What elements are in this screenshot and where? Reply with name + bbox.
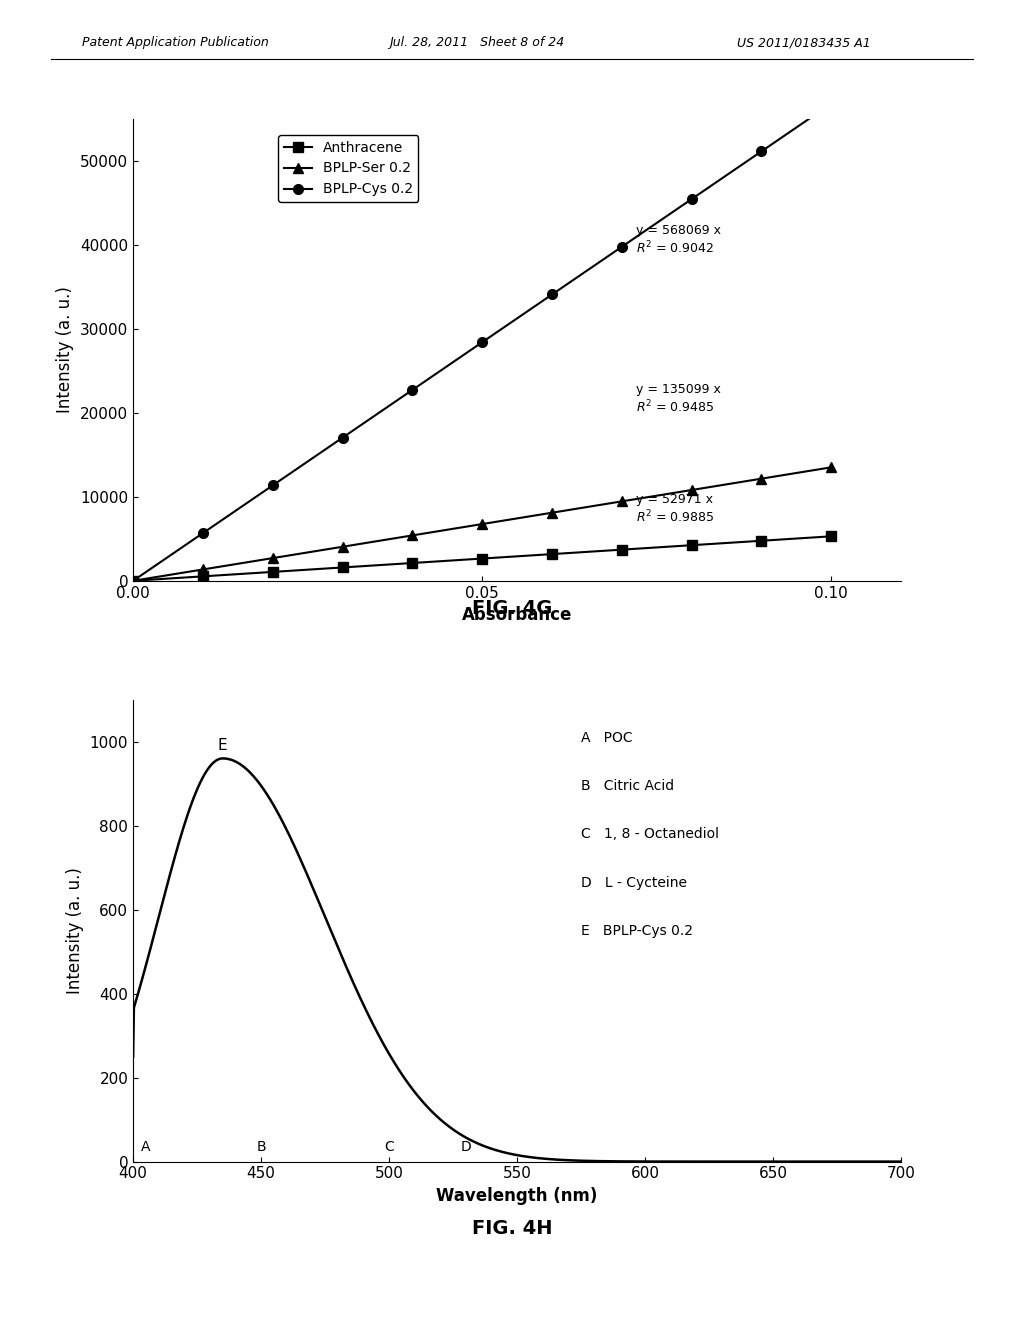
Anthracene — [407, 556, 419, 572]
BPLP-Ser 0.2 — [685, 482, 697, 498]
BPLP-Cys 0.2 — [825, 96, 838, 112]
BPLP-Ser 0.2 — [825, 459, 838, 475]
Text: A: A — [141, 1140, 151, 1154]
BPLP-Cys 0.2 — [615, 239, 628, 255]
Text: y = 135099 x
$R^2$ = 0.9485: y = 135099 x $R^2$ = 0.9485 — [636, 384, 721, 416]
Y-axis label: Intensity (a. u.): Intensity (a. u.) — [67, 867, 84, 994]
BPLP-Ser 0.2 — [476, 516, 488, 532]
BPLP-Cys 0.2 — [127, 573, 139, 589]
Text: FIG. 4G: FIG. 4G — [472, 599, 552, 618]
Anthracene — [546, 546, 558, 562]
Line: BPLP-Cys 0.2: BPLP-Cys 0.2 — [128, 99, 837, 586]
BPLP-Cys 0.2 — [407, 381, 419, 397]
BPLP-Ser 0.2 — [266, 550, 279, 566]
BPLP-Cys 0.2 — [197, 525, 209, 541]
Line: Anthracene: Anthracene — [128, 532, 837, 586]
Anthracene — [476, 550, 488, 566]
Anthracene — [337, 560, 349, 576]
Line: BPLP-Ser 0.2: BPLP-Ser 0.2 — [128, 462, 837, 586]
BPLP-Ser 0.2 — [756, 471, 768, 487]
Text: D: D — [461, 1140, 471, 1154]
BPLP-Ser 0.2 — [197, 561, 209, 577]
Text: B   Citric Acid: B Citric Acid — [582, 779, 674, 793]
Anthracene — [615, 541, 628, 557]
BPLP-Ser 0.2 — [337, 539, 349, 554]
Text: D   L - Cycteine: D L - Cycteine — [582, 875, 687, 890]
Anthracene — [685, 537, 697, 553]
X-axis label: Absorbance: Absorbance — [462, 606, 572, 624]
BPLP-Cys 0.2 — [685, 191, 697, 207]
Anthracene — [197, 569, 209, 585]
Y-axis label: Intensity (a. u.): Intensity (a. u.) — [56, 286, 75, 413]
BPLP-Cys 0.2 — [756, 144, 768, 160]
Text: US 2011/0183435 A1: US 2011/0183435 A1 — [737, 36, 871, 49]
Anthracene — [825, 528, 838, 544]
BPLP-Cys 0.2 — [266, 478, 279, 494]
BPLP-Ser 0.2 — [546, 504, 558, 520]
BPLP-Ser 0.2 — [127, 573, 139, 589]
X-axis label: Wavelength (nm): Wavelength (nm) — [436, 1187, 598, 1205]
BPLP-Cys 0.2 — [337, 430, 349, 446]
Text: FIG. 4H: FIG. 4H — [472, 1220, 552, 1238]
Text: B: B — [256, 1140, 266, 1154]
BPLP-Ser 0.2 — [407, 528, 419, 544]
Anthracene — [266, 564, 279, 579]
Text: y = 568069 x
$R^2$ = 0.9042: y = 568069 x $R^2$ = 0.9042 — [636, 224, 721, 256]
Legend: Anthracene, BPLP-Ser 0.2, BPLP-Cys 0.2: Anthracene, BPLP-Ser 0.2, BPLP-Cys 0.2 — [279, 135, 419, 202]
Text: Patent Application Publication: Patent Application Publication — [82, 36, 268, 49]
BPLP-Cys 0.2 — [476, 334, 488, 350]
Text: E   BPLP-Cys 0.2: E BPLP-Cys 0.2 — [582, 924, 693, 937]
Text: Jul. 28, 2011   Sheet 8 of 24: Jul. 28, 2011 Sheet 8 of 24 — [389, 36, 564, 49]
Anthracene — [756, 533, 768, 549]
Anthracene — [127, 573, 139, 589]
Text: C   1, 8 - Octanediol: C 1, 8 - Octanediol — [582, 828, 719, 841]
Text: y = 52971 x
$R^2$ = 0.9885: y = 52971 x $R^2$ = 0.9885 — [636, 492, 715, 525]
Text: A   POC: A POC — [582, 730, 633, 744]
BPLP-Cys 0.2 — [546, 286, 558, 302]
Text: E: E — [218, 738, 227, 752]
BPLP-Ser 0.2 — [615, 494, 628, 510]
Text: C: C — [384, 1140, 394, 1154]
